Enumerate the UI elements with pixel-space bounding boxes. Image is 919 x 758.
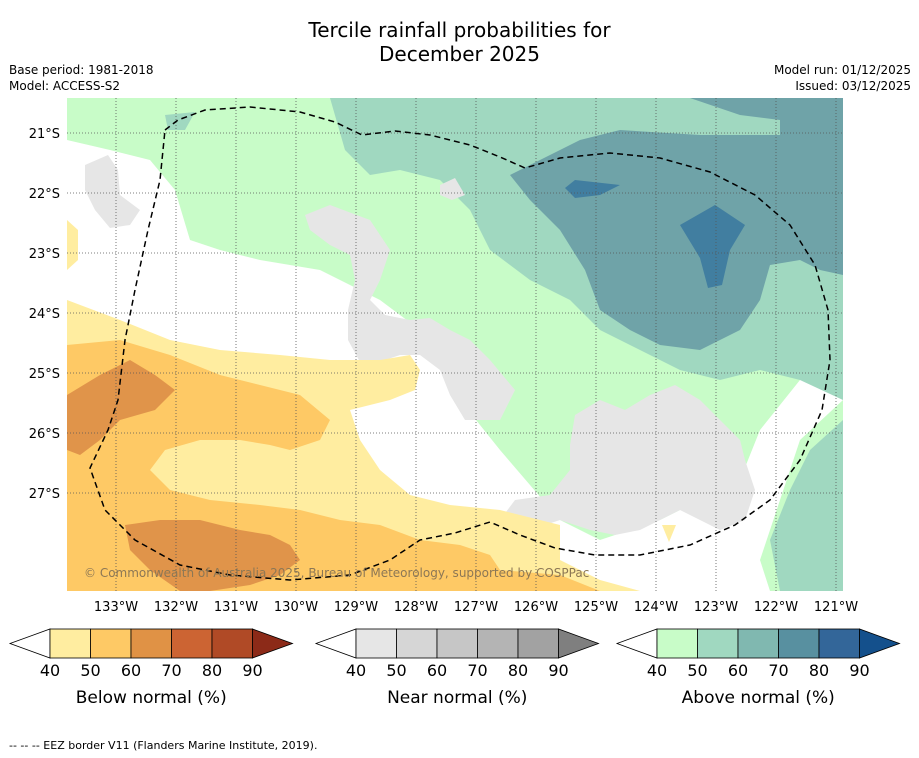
- colorbar-tick-label: 60: [427, 661, 447, 680]
- latitude-labels: 21°S 22°S 23°S 24°S 25°S 26°S 27°S: [29, 127, 60, 502]
- title-line-1: Tercile rainfall probabilities for: [308, 18, 611, 42]
- meta-left: Base period: 1981-2018 Model: ACCESS-S2: [9, 62, 154, 94]
- colorbar-extend-high: [252, 628, 294, 659]
- lon-label: 128°W: [394, 600, 438, 615]
- lat-label: 21°S: [29, 127, 60, 142]
- lat-label: 22°S: [29, 187, 60, 202]
- lon-label: 125°W: [574, 600, 618, 615]
- colorbar-extend-high: [859, 628, 901, 659]
- colorbar-tick-label: 70: [467, 661, 487, 680]
- lon-label: 124°W: [634, 600, 678, 615]
- colorbar-tick-label: 70: [768, 661, 788, 680]
- colorbar-below: 40 50 60 70 80 90 Below normal (%): [8, 628, 294, 708]
- chart-title: Tercile rainfall probabilities for Decem…: [0, 18, 919, 66]
- title-line-2: December 2025: [379, 42, 540, 66]
- colorbar-tick-label: 40: [346, 661, 366, 680]
- lat-label: 25°S: [29, 367, 60, 382]
- colorbar-tick-label: 60: [728, 661, 748, 680]
- colorbar-tick-label: 40: [40, 661, 60, 680]
- lon-label: 123°W: [694, 600, 738, 615]
- lat-label: 24°S: [29, 307, 60, 322]
- colorbar-tick-label: 50: [80, 661, 100, 680]
- colorbar-tick-label: 60: [121, 661, 141, 680]
- colorbar-extend-low: [8, 628, 51, 659]
- colorbar-tick-label: 40: [647, 661, 667, 680]
- colorbar-segment: [90, 628, 132, 659]
- colorbar-segment: [355, 628, 397, 659]
- above-normal-patch-nw: [165, 112, 195, 130]
- colorbar-tick-label: 80: [508, 661, 528, 680]
- colorbar-segment: [517, 628, 559, 659]
- colorbar-segment: [171, 628, 213, 659]
- below-normal-60-70-west: [67, 360, 175, 455]
- colorbar-tick-label: 90: [849, 661, 869, 680]
- colorbar-tick-label: 90: [548, 661, 568, 680]
- colorbar-segment: [697, 628, 739, 659]
- lon-label: 130°W: [274, 600, 318, 615]
- colorbar-title: Below normal (%): [76, 688, 227, 708]
- colorbar-tick-label: 70: [161, 661, 181, 680]
- eez-border: [89, 106, 831, 581]
- colorbar-title: Near normal (%): [387, 688, 527, 708]
- colorbar-extend-low: [615, 628, 658, 659]
- near-normal-patch-west: [85, 155, 140, 228]
- lon-label: 132°W: [154, 600, 198, 615]
- colorbar-title: Above normal (%): [682, 688, 835, 708]
- longitude-labels: 133°W 132°W 131°W 130°W 129°W 128°W 127°W 126°W…: [94, 600, 858, 615]
- colorbar-segment: [49, 628, 91, 659]
- base-period: Base period: 1981-2018: [9, 63, 154, 77]
- lon-label: 126°W: [514, 600, 558, 615]
- footer-note: -- -- -- EEZ border V11 (Flanders Marine…: [9, 739, 318, 752]
- lat-label: 23°S: [29, 247, 60, 262]
- colorbar-tick-label: 50: [687, 661, 707, 680]
- meta-right: Model run: 01/12/2025 Issued: 03/12/2025: [774, 62, 911, 94]
- colorbar-segment: [656, 628, 698, 659]
- colorbar-segment: [436, 628, 478, 659]
- colorbar-segment: [477, 628, 519, 659]
- colorbar-segment: [130, 628, 172, 659]
- colorbar-tick-label: 90: [242, 661, 262, 680]
- below-normal-40-50-west-strip: [67, 220, 78, 270]
- lon-label: 127°W: [454, 600, 498, 615]
- colorbar-tick-label: 50: [386, 661, 406, 680]
- lon-label: 121°W: [814, 600, 858, 615]
- lon-label: 131°W: [214, 600, 258, 615]
- model-name: Model: ACCESS-S2: [9, 79, 121, 93]
- near-normal-patch-southeast: [500, 385, 755, 535]
- colorbar-near: 40 50 60 70 80 90 Near normal (%): [314, 628, 600, 708]
- colorbar-segment: [396, 628, 438, 659]
- lon-label: 129°W: [334, 600, 378, 615]
- near-normal-patch-central: [305, 205, 515, 420]
- gridlines: [67, 98, 843, 591]
- model-run: Model run: 01/12/2025: [773, 63, 911, 77]
- above-normal-70-80-patch-a: [565, 180, 620, 198]
- lat-label: 27°S: [29, 487, 60, 502]
- lat-label: 26°S: [29, 427, 60, 442]
- colorbar-segment: [818, 628, 860, 659]
- colorbar-extend-low: [314, 628, 357, 659]
- lon-label: 133°W: [94, 600, 138, 615]
- map-fill-layer: [67, 98, 843, 591]
- colorbar-segment: [778, 628, 820, 659]
- near-normal-patch-north: [440, 178, 465, 200]
- colorbar-extend-high: [558, 628, 600, 659]
- colorbar-tick-label: 80: [202, 661, 222, 680]
- colorbars: 40 50 60 70 80 90 Below normal (%) 40 50 60 70 80 90…: [8, 628, 901, 708]
- below-normal-60-70-south: [125, 520, 300, 591]
- copyright-text: © Commonwealth of Australia 2025, Bureau…: [84, 566, 589, 580]
- issued-date: Issued: 03/12/2025: [795, 79, 911, 93]
- colorbar-tick-label: 80: [809, 661, 829, 680]
- above-normal-70-80-patch-b: [680, 205, 745, 288]
- colorbar-segment: [211, 628, 253, 659]
- colorbar-above: 40 50 60 70 80 90 Above normal (%): [615, 628, 901, 708]
- colorbar-segment: [737, 628, 779, 659]
- lon-label: 122°W: [754, 600, 798, 615]
- above-normal-60-70: [510, 98, 843, 350]
- below-normal-40-50-east-dot: [662, 525, 676, 542]
